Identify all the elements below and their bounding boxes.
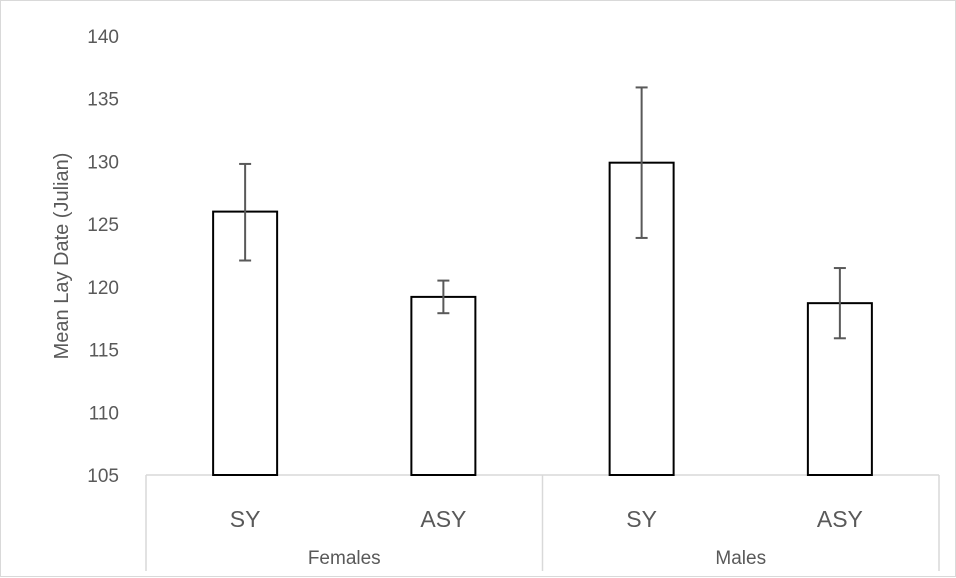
y-tick-label: 115 [89,341,119,362]
category-label: ASY [817,506,863,532]
group-labels: Females Males [308,548,766,569]
error-bar [833,267,846,340]
y-tick-label: 135 [87,90,119,111]
y-tick-label: 105 [87,466,119,487]
group-label: Females [308,548,381,569]
y-axis-title: Mean Lay Date (Julian) [51,153,73,360]
category-label: SY [626,506,657,532]
y-tick-label: 110 [89,403,119,424]
y-tick-label: 120 [87,278,119,299]
error-bar [239,162,252,262]
category-label: ASY [420,506,466,532]
error-bar [437,279,450,315]
bars [212,161,873,477]
y-tick-label: 140 [87,27,119,48]
category-label: SY [230,506,261,532]
error-bar [635,86,648,239]
y-tick-label: 130 [87,152,119,173]
bar [410,295,477,476]
x-axis [145,474,940,571]
category-labels: SY ASY SY ASY [230,506,863,532]
y-tick-label: 125 [87,215,119,236]
error-bars [239,86,846,340]
group-label: Males [715,548,766,569]
y-axis-tick-labels: 105 110 115 120 125 130 135 140 [87,27,119,487]
